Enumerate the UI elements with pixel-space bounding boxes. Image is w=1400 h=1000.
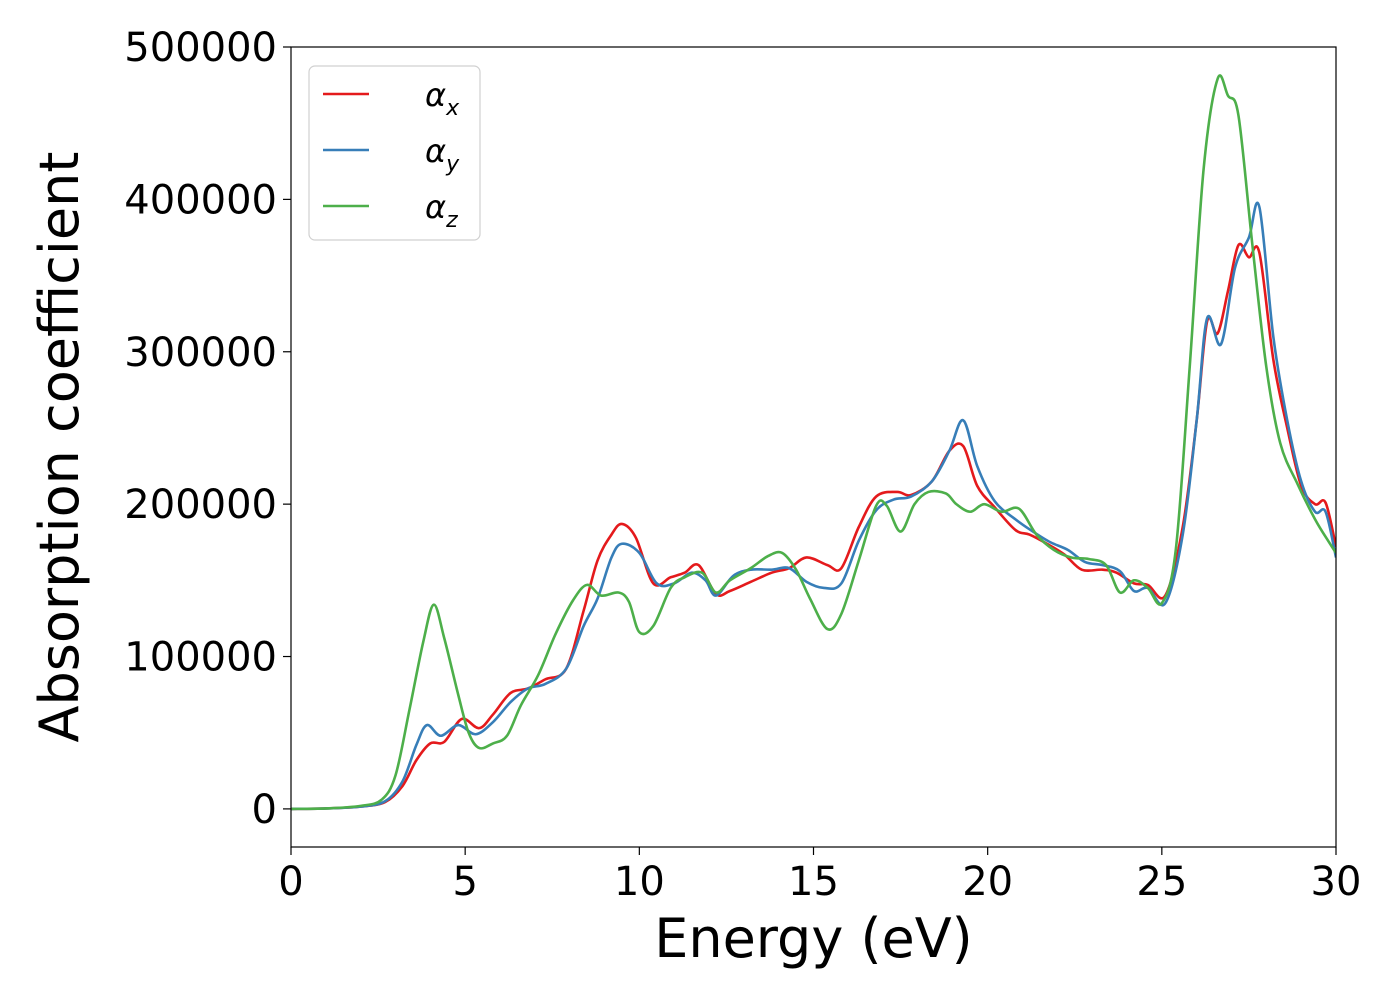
y-tick-label: 100000: [124, 635, 277, 681]
legend-label-z: αz: [425, 188, 458, 233]
legend-symbol: α: [425, 76, 446, 114]
series-line-z: [291, 74, 1336, 811]
y-tick-label: 400000: [124, 177, 277, 223]
series-layer: [291, 74, 1336, 811]
x-axis: 0 5 10 15 20 25 30: [278, 847, 1361, 905]
x-tick-label: 5: [452, 859, 477, 905]
x-tick-label: 15: [788, 859, 839, 905]
legend-label-x: αx: [425, 76, 460, 121]
legend-subscript: y: [445, 152, 460, 177]
legend-symbol: α: [425, 132, 446, 170]
legend-subscript: z: [445, 208, 458, 233]
x-tick-label: 10: [614, 859, 665, 905]
y-axis-title: Absorption coefficient: [28, 152, 91, 743]
y-tick-label: 200000: [124, 482, 277, 528]
legend-symbol: α: [425, 188, 446, 226]
legend-box: [308, 65, 481, 241]
legend-subscript: x: [445, 96, 460, 121]
x-tick-label: 0: [278, 859, 303, 905]
y-tick-label: 500000: [124, 25, 277, 71]
x-tick-label: 25: [1136, 859, 1187, 905]
y-tick-label: 300000: [124, 330, 277, 376]
x-axis-title: Energy (eV): [654, 907, 973, 970]
x-tick-label: 30: [1311, 859, 1362, 905]
series-line-y: [291, 201, 1336, 811]
y-axis: 0 100000 200000 300000 400000 500000: [124, 25, 291, 833]
x-tick-label: 20: [962, 859, 1013, 905]
legend-label-y: αy: [425, 132, 460, 177]
y-tick-label: 0: [252, 787, 277, 833]
